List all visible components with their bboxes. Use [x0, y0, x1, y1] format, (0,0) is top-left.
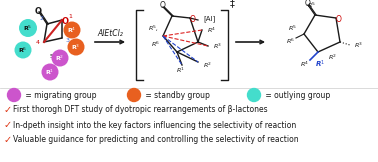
Circle shape: [127, 88, 141, 102]
Text: = outlying group: = outlying group: [263, 91, 330, 99]
Text: R$^5$,: R$^5$,: [148, 24, 158, 34]
Text: ✓: ✓: [4, 135, 12, 145]
Text: R$^2$: R$^2$: [56, 53, 65, 63]
Circle shape: [19, 19, 37, 37]
Text: R$^4$: R$^4$: [67, 25, 77, 35]
Text: First thorogh DFT study of dyotropic rearrangements of β-lactones: First thorogh DFT study of dyotropic rea…: [13, 105, 268, 115]
Text: R$^4$: R$^4$: [207, 25, 216, 35]
Text: R$^2$: R$^2$: [328, 52, 337, 62]
Text: = migrating group: = migrating group: [23, 91, 96, 99]
Text: = standby group: = standby group: [143, 91, 210, 99]
Text: O: O: [34, 6, 42, 16]
Circle shape: [248, 88, 260, 102]
Text: R$^6$: R$^6$: [150, 39, 160, 49]
Text: O: O: [160, 1, 166, 11]
Text: R$^5$: R$^5$: [288, 23, 296, 33]
Text: R$^5$: R$^5$: [307, 0, 315, 10]
Circle shape: [51, 50, 68, 66]
Text: R$^2$: R$^2$: [203, 60, 212, 70]
Circle shape: [8, 88, 20, 102]
Text: R$^6$: R$^6$: [286, 36, 294, 46]
Text: O: O: [305, 0, 311, 8]
Text: In-dpeth insight into the key factors influencing the selectivity of reaction: In-dpeth insight into the key factors in…: [13, 121, 296, 129]
Text: R$^1$: R$^1$: [45, 67, 54, 77]
Circle shape: [64, 22, 81, 39]
Text: 2: 2: [40, 16, 44, 21]
Text: R$^3$: R$^3$: [213, 41, 222, 51]
Circle shape: [68, 39, 85, 56]
Text: 3: 3: [66, 37, 70, 42]
Text: O: O: [336, 15, 342, 23]
Text: O: O: [62, 17, 68, 25]
Text: 4: 4: [36, 40, 40, 46]
Text: 1: 1: [68, 13, 72, 18]
Text: [Al]: [Al]: [203, 16, 215, 22]
Text: R$^4$: R$^4$: [299, 59, 308, 69]
Text: ✓: ✓: [4, 105, 12, 115]
Text: AlEtCl₂: AlEtCl₂: [97, 29, 123, 37]
Text: O: O: [190, 15, 196, 23]
Text: R$^3$: R$^3$: [71, 42, 81, 52]
Text: R$^1$: R$^1$: [315, 58, 325, 70]
Text: R$^6$: R$^6$: [19, 45, 28, 55]
Circle shape: [14, 41, 31, 58]
Text: R$^3$: R$^3$: [354, 40, 363, 50]
Text: ✓: ✓: [4, 120, 12, 130]
Text: R$^5$: R$^5$: [23, 23, 33, 33]
Circle shape: [42, 64, 59, 81]
Text: R$^1$: R$^1$: [176, 65, 184, 75]
Text: Valuable guidance for predicting and controlling the selectivity of reaction: Valuable guidance for predicting and con…: [13, 135, 299, 145]
Text: 5: 5: [50, 54, 54, 59]
Text: ‡: ‡: [230, 0, 235, 8]
